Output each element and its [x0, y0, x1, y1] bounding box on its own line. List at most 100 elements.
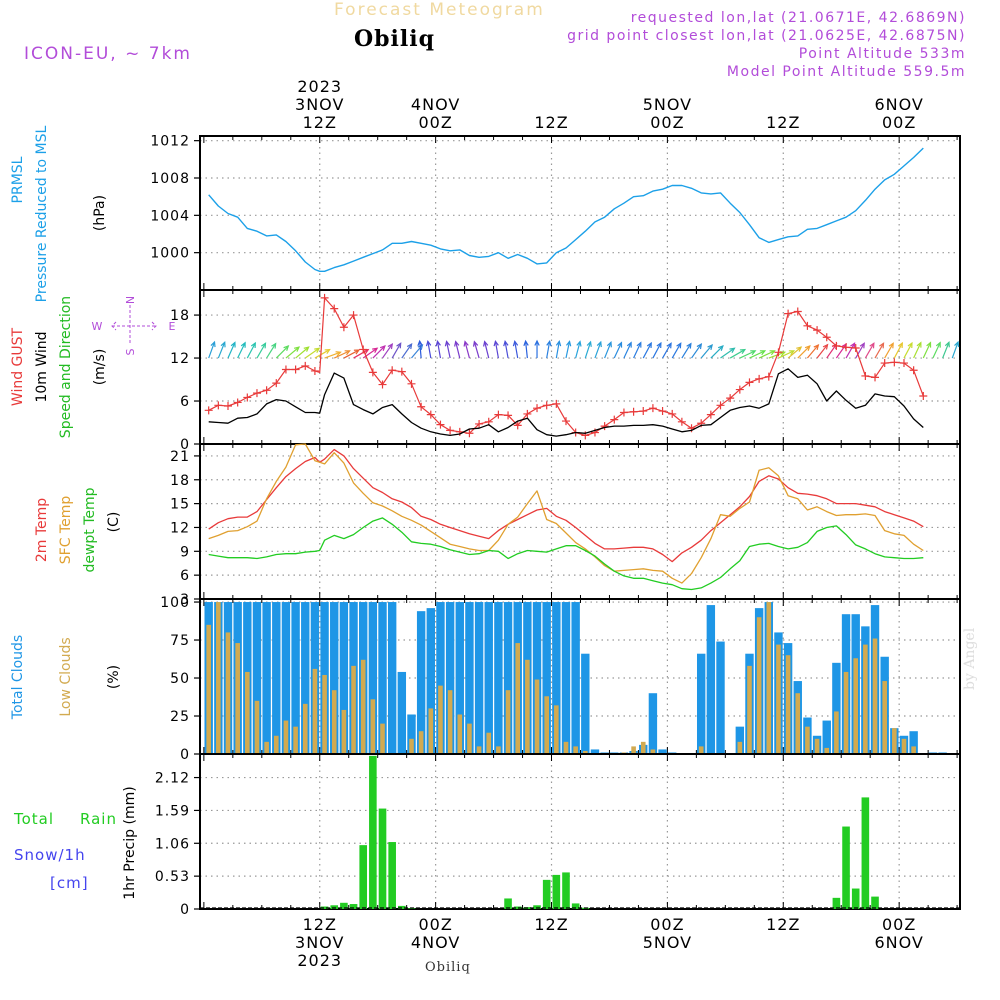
precip-bar [513, 906, 522, 909]
wind-arrow [816, 344, 829, 359]
wind-arrow [633, 342, 642, 359]
low-cloud-bar [563, 741, 569, 754]
wind-arrow [401, 343, 413, 359]
wind-arrowhead [916, 341, 922, 348]
precip-bar [340, 902, 348, 909]
y-tick-label: 75 [170, 633, 190, 649]
time-label-top: 3NOV [295, 95, 344, 114]
total-cloud-bar [301, 602, 310, 754]
total-cloud-bar [716, 641, 725, 754]
wind-arrowhead [335, 351, 342, 357]
total-cloud-bar [397, 671, 407, 754]
gust-marker [648, 404, 657, 413]
precip-bar [407, 908, 416, 909]
time-label-top: 12Z [766, 113, 800, 132]
low-cloud-bar [834, 711, 839, 754]
wind-arrowhead [546, 339, 552, 347]
legend-low-clouds: Low Clouds [58, 637, 74, 716]
low-cloud-bar [370, 699, 376, 754]
y-tick-label: 0 [180, 437, 190, 453]
wind-arrow [691, 343, 702, 359]
total-cloud-bar [339, 602, 349, 754]
wind-arrowhead [850, 342, 856, 349]
wind-arrowhead [379, 345, 386, 351]
wind-arrow [932, 342, 941, 359]
time-label-top: 6NOV [874, 95, 923, 114]
low-cloud-bar [583, 750, 588, 754]
gust-marker [600, 422, 609, 431]
wind-arrow [427, 341, 432, 359]
precip-bar [851, 888, 860, 909]
y-tick-label: 3 [180, 592, 190, 608]
time-label-bottom: 00Z [418, 915, 452, 934]
wind-arrow [787, 346, 802, 359]
ylabel-precip: 1hr Precip (mm) [122, 786, 138, 899]
wind-arrowhead [822, 343, 829, 350]
precip-bar [369, 755, 377, 909]
gust-marker [822, 333, 831, 342]
total-cloud-bar [416, 611, 426, 754]
legend-dewpt-temp: dewpt Temp [82, 487, 98, 572]
gust-marker [407, 379, 416, 388]
low-cloud-bar [785, 655, 791, 754]
low-cloud-bar [322, 674, 327, 754]
low-cloud-bar [496, 746, 501, 754]
ylabel-wind: (m/s) [92, 349, 108, 386]
low-cloud-bar [360, 659, 366, 754]
precip-bar [320, 906, 329, 909]
chart-title: Forecast Meteogram [334, 0, 545, 20]
low-cloud-bar [409, 738, 414, 754]
y-tick-label: 1004 [150, 208, 190, 224]
wind-arrow [246, 342, 256, 359]
total-cloud-bar [291, 602, 300, 754]
wind-arrowhead [666, 342, 672, 349]
y-tick-label: 6 [180, 568, 190, 584]
y-tick-label: 15 [170, 497, 190, 513]
low-cloud-bar [737, 741, 743, 754]
wind-arrow [778, 350, 795, 359]
gust-marker [523, 409, 532, 418]
footer-location: Obiliq [425, 960, 471, 975]
wind-arrow [681, 343, 692, 359]
wind-arrow [217, 342, 226, 359]
total-cloud-bar [378, 602, 387, 754]
total-cloud-bar [581, 653, 590, 754]
y-tick-label: 100 [160, 595, 190, 611]
time-label-top: 4NOV [411, 95, 460, 114]
wind-arrowhead [523, 339, 529, 347]
wind-arrowhead [463, 340, 469, 347]
gust-marker [735, 385, 744, 394]
low-cloud-bar [351, 665, 356, 754]
wind-arrow [555, 341, 560, 359]
total-cloud-bar [561, 602, 571, 754]
wind-arrow [893, 342, 903, 359]
total-cloud-bar [552, 602, 561, 754]
wind-arrowhead [656, 341, 662, 349]
wind-arrow [749, 350, 766, 359]
total-cloud-bar [822, 720, 831, 754]
wind-arrow [671, 343, 682, 359]
wind-arrowhead [935, 341, 941, 348]
gust-marker [320, 293, 329, 302]
wind-arrowhead [750, 350, 757, 356]
total-cloud-bar [832, 662, 841, 754]
time-label-bottom: 12Z [766, 915, 800, 934]
gust-marker [349, 311, 358, 320]
low-cloud-bar [216, 602, 221, 754]
low-cloud-bar [245, 671, 250, 754]
low-cloud-bar [428, 708, 434, 754]
low-cloud-bar [640, 741, 646, 754]
low-cloud-bar [573, 746, 578, 754]
temp-sfc-line [208, 443, 924, 584]
wind-arrow [419, 341, 422, 359]
wind-arrow [314, 349, 330, 359]
time-label-top: 5NOV [643, 95, 692, 114]
wind-arrow [710, 345, 724, 359]
time-label-top: 12Z [303, 113, 337, 132]
low-cloud-bar [814, 738, 820, 754]
gust-marker [436, 420, 445, 429]
wind-arrow [729, 349, 746, 359]
wind-arrowhead [387, 342, 394, 350]
